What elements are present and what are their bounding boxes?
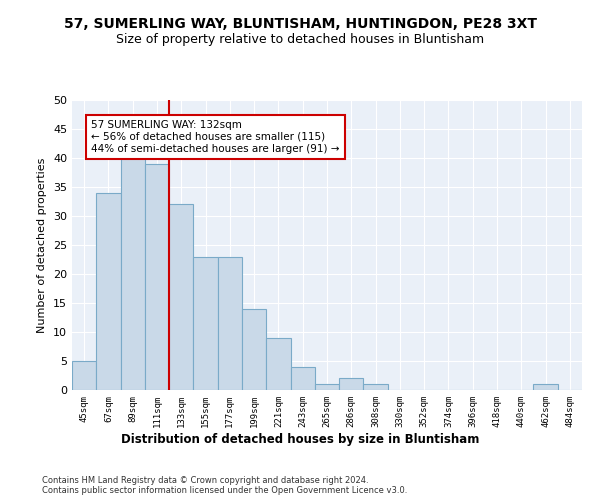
Bar: [315, 384, 339, 390]
Text: 57, SUMERLING WAY, BLUNTISHAM, HUNTINGDON, PE28 3XT: 57, SUMERLING WAY, BLUNTISHAM, HUNTINGDO…: [64, 18, 536, 32]
Bar: [290, 367, 315, 390]
Text: Distribution of detached houses by size in Bluntisham: Distribution of detached houses by size …: [121, 432, 479, 446]
Bar: [121, 146, 145, 390]
Text: Contains HM Land Registry data © Crown copyright and database right 2024.
Contai: Contains HM Land Registry data © Crown c…: [42, 476, 407, 495]
Bar: [169, 204, 193, 390]
Bar: [193, 256, 218, 390]
Bar: [218, 256, 242, 390]
Bar: [364, 384, 388, 390]
Bar: [242, 309, 266, 390]
Bar: [72, 361, 96, 390]
Text: Size of property relative to detached houses in Bluntisham: Size of property relative to detached ho…: [116, 32, 484, 46]
Bar: [96, 193, 121, 390]
Bar: [339, 378, 364, 390]
Bar: [266, 338, 290, 390]
Bar: [533, 384, 558, 390]
Text: 57 SUMERLING WAY: 132sqm
← 56% of detached houses are smaller (115)
44% of semi-: 57 SUMERLING WAY: 132sqm ← 56% of detach…: [91, 120, 340, 154]
Y-axis label: Number of detached properties: Number of detached properties: [37, 158, 47, 332]
Bar: [145, 164, 169, 390]
